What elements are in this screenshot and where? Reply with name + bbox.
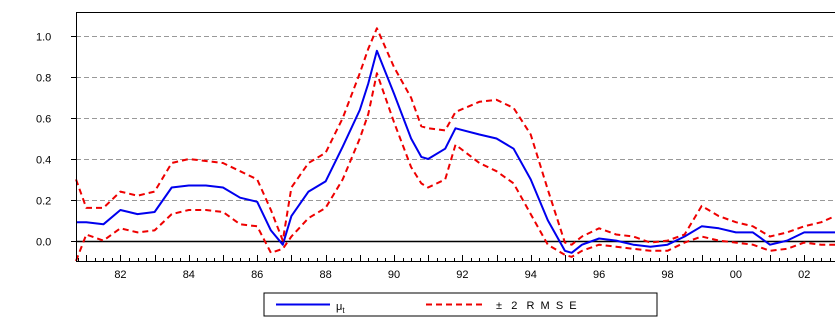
y-tick-label-2: 0.4 <box>36 155 51 167</box>
series-line-mu <box>76 49 835 254</box>
y-tick-label-1: 0.2 <box>36 196 51 208</box>
y-tick-label-3: 0.6 <box>36 114 51 126</box>
x-tick-label-0: 82 <box>114 269 126 281</box>
legend-label-mu: μt <box>336 301 345 315</box>
x-tick-label-2: 86 <box>251 269 263 281</box>
series-line-rmse-lower <box>75 72 835 262</box>
x-tick-label-10: 02 <box>798 269 810 281</box>
legend-label-rmse: ± 2 R M S E <box>496 300 577 312</box>
x-tick-label-5: 92 <box>456 269 468 281</box>
x-tick-label-3: 88 <box>319 269 331 281</box>
legend-label-mu-main: μ <box>336 301 342 313</box>
x-tick-label-9: 00 <box>730 269 742 281</box>
x-tick-label-6: 94 <box>525 269 537 281</box>
series-line-rmse-upper <box>75 27 835 246</box>
x-tick-label-7: 96 <box>593 269 605 281</box>
legend-label-mu-subscript: t <box>342 306 345 315</box>
grid-lines <box>76 36 835 243</box>
series-group <box>75 27 835 262</box>
x-tick-label-4: 90 <box>388 269 400 281</box>
x-tick-label-8: 98 <box>661 269 673 281</box>
y-tick-label-5: 1.0 <box>36 32 51 44</box>
y-tick-label-0: 0.0 <box>36 237 51 249</box>
legend: μt ± 2 R M S E <box>263 292 658 317</box>
y-tick-labels: 0.0 0.2 0.4 0.6 0.8 1.0 <box>36 32 51 249</box>
axes <box>71 12 835 262</box>
y-tick-label-4: 0.8 <box>36 73 51 85</box>
x-tick-label-1: 84 <box>183 269 195 281</box>
x-tick-labels: 82 84 86 88 90 92 94 96 98 00 02 <box>114 269 810 281</box>
